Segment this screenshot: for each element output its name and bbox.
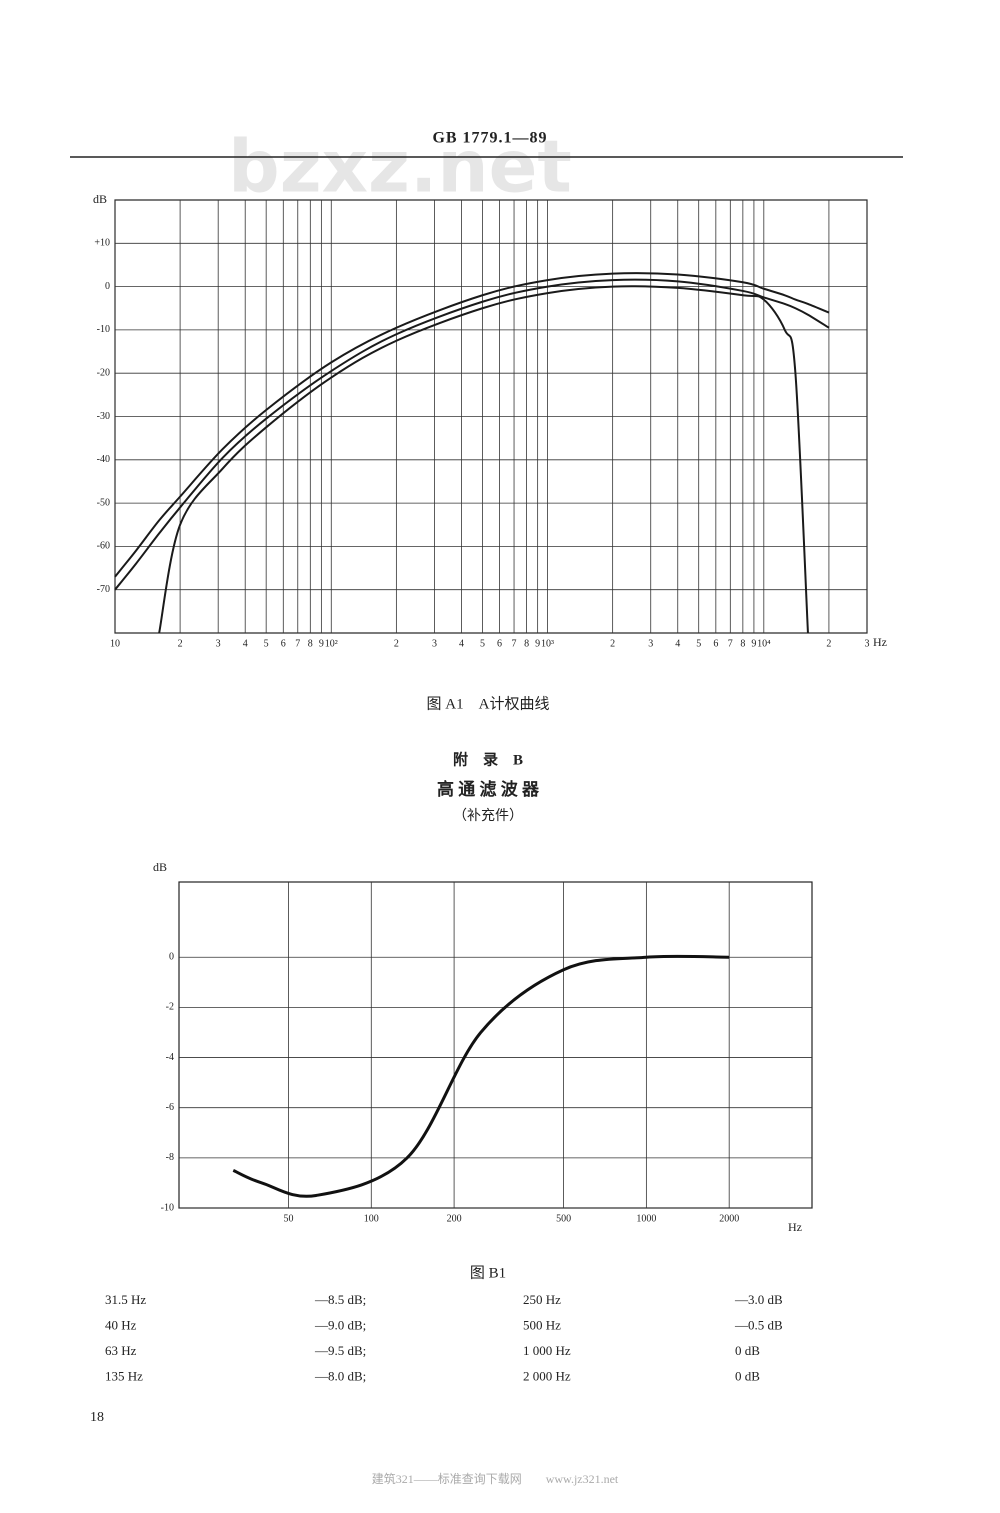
table-cell: 63 Hz: [105, 1343, 137, 1358]
y-tick-label: -60: [97, 541, 110, 552]
curve: [158, 285, 809, 634]
table-cell: 0 dB: [735, 1343, 760, 1358]
x-tick-label: 100: [364, 1213, 379, 1224]
x-tick-label: 4: [675, 638, 680, 649]
figure-caption: 图 A1 A计权曲线: [427, 695, 550, 712]
y-tick-label: -4: [166, 1052, 174, 1063]
x-tick-label: 6: [497, 638, 502, 649]
curve: [232, 954, 730, 1198]
table-cell: 1 000 Hz: [523, 1343, 571, 1358]
x-tick-label: 200: [447, 1213, 462, 1224]
watermark: bzxz.net: [228, 125, 572, 209]
footer: 建筑321——标准查询下载网 www.jz321.net: [372, 1471, 619, 1486]
curve: [114, 278, 830, 591]
page-number: 18: [90, 1410, 104, 1425]
curve: [114, 272, 830, 578]
x-tick-label: 2: [178, 638, 183, 649]
appendix-label: 附 录 B: [453, 750, 523, 768]
table-cell: 31.5 Hz: [105, 1292, 146, 1307]
x-tick-label: 5: [480, 638, 485, 649]
x-tick-label: 5: [696, 638, 701, 649]
x-tick-label: 4: [243, 638, 248, 649]
x-tick-label: 2: [394, 638, 399, 649]
y-tick-label: -6: [166, 1102, 174, 1113]
table-cell: 135 Hz: [105, 1368, 143, 1383]
table-cell: —0.5 dB: [734, 1317, 783, 1332]
x-tick-label: 10²: [325, 638, 338, 649]
x-tick-label: 4: [459, 638, 464, 649]
y-tick-label: -10: [97, 324, 110, 335]
x-tick-label: 3: [648, 638, 653, 649]
x-tick-label: 9: [319, 638, 324, 649]
y-tick-label: 0: [105, 281, 110, 292]
x-tick-label: 2: [826, 638, 831, 649]
y-tick-label: -10: [161, 1202, 174, 1213]
x-tick-label: 6: [713, 638, 718, 649]
y-tick-label: -20: [97, 367, 110, 378]
x-tick-label: 500: [556, 1213, 571, 1224]
y-tick-label: -30: [97, 411, 110, 422]
y-tick-label: -8: [166, 1152, 174, 1163]
x-tick-label: 3: [432, 638, 437, 649]
table-cell: —8.0 dB;: [314, 1368, 366, 1383]
y-axis-label: dB: [93, 192, 107, 206]
x-tick-label: 1000: [636, 1213, 656, 1224]
x-tick-label: 9: [751, 638, 756, 649]
x-axis-label: Hz: [788, 1220, 802, 1234]
table-cell: —9.0 dB;: [314, 1317, 366, 1332]
x-axis-label: Hz: [873, 635, 887, 649]
table-cell: 250 Hz: [523, 1292, 561, 1307]
table-cell: 0 dB: [735, 1368, 760, 1383]
x-tick-label: 9: [535, 638, 540, 649]
x-tick-label: 7: [512, 638, 517, 649]
x-tick-label: 8: [308, 638, 313, 649]
x-tick-label: 10³: [541, 638, 554, 649]
y-tick-label: -70: [97, 584, 110, 595]
header-title: GB 1779.1—89: [432, 130, 547, 147]
x-tick-label: 10: [110, 638, 120, 649]
table-cell: 2 000 Hz: [523, 1368, 571, 1383]
x-tick-label: 3: [865, 638, 870, 649]
table-cell: —3.0 dB: [734, 1292, 783, 1307]
y-tick-label: -2: [166, 1002, 174, 1013]
table-cell: —9.5 dB;: [314, 1343, 366, 1358]
x-tick-label: 8: [524, 638, 529, 649]
table-cell: 40 Hz: [105, 1317, 137, 1332]
figure-caption: 图 B1: [470, 1264, 506, 1281]
table-cell: —8.5 dB;: [314, 1292, 366, 1307]
x-tick-label: 50: [283, 1213, 293, 1224]
y-tick-label: +10: [94, 238, 110, 249]
appendix-title: 高 通 滤 波 器: [437, 779, 540, 799]
table-cell: 500 Hz: [523, 1317, 561, 1332]
y-tick-label: -50: [97, 497, 110, 508]
x-tick-label: 5: [264, 638, 269, 649]
x-tick-label: 2000: [719, 1213, 739, 1224]
x-tick-label: 10⁴: [757, 638, 771, 649]
appendix-note: （补充件）: [453, 808, 523, 824]
x-tick-label: 6: [281, 638, 286, 649]
x-tick-label: 8: [740, 638, 745, 649]
y-tick-label: 0: [169, 952, 174, 963]
y-tick-label: -40: [97, 454, 110, 465]
x-tick-label: 2: [610, 638, 615, 649]
x-tick-label: 3: [216, 638, 221, 649]
x-tick-label: 7: [728, 638, 733, 649]
x-tick-label: 7: [295, 638, 300, 649]
y-axis-label: dB: [153, 860, 167, 874]
